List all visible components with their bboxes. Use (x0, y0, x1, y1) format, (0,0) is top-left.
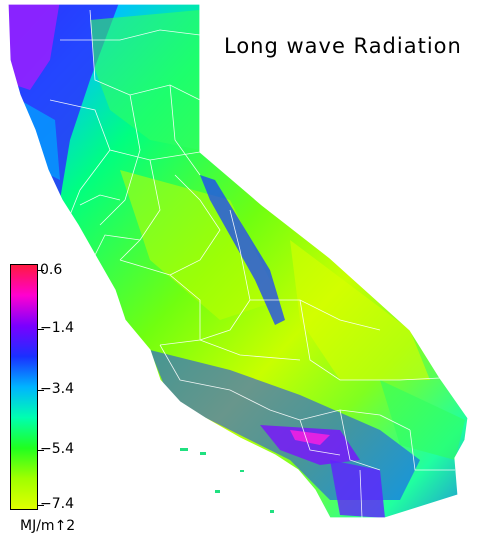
legend-tick-4: −7.4 (40, 496, 74, 512)
legend-tickmark-0 (38, 270, 44, 271)
legend-tickmark-3 (38, 450, 44, 451)
map-title: Long wave Radiation (224, 34, 462, 58)
legend-unit: MJ/m↑2 (20, 518, 76, 534)
legend-tick-0: 0.6 (40, 262, 63, 278)
islands (180, 448, 274, 513)
color-legend-bar (10, 264, 38, 510)
legend-tick-2: −3.4 (40, 381, 74, 397)
legend-tickmark-1 (38, 329, 44, 330)
county-boundaries (49, 9, 455, 519)
legend-tickmark-4 (38, 505, 44, 506)
legend-tickmark-2 (38, 390, 44, 391)
legend-tick-1: −1.4 (40, 320, 74, 336)
legend-tick-3: −5.4 (40, 441, 74, 457)
